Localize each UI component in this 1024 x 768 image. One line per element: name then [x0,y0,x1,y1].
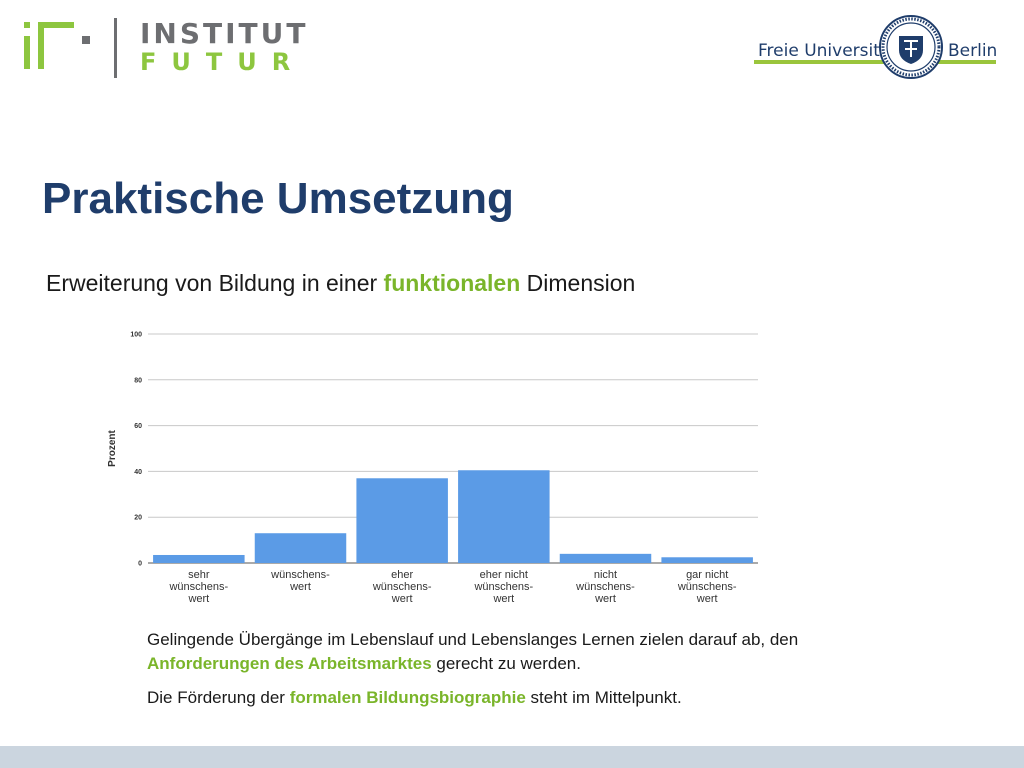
bar [458,470,550,563]
logo-divider [114,18,117,78]
paragraph-1-pre: Gelingende Übergänge im Lebenslauf und L… [147,630,799,649]
x-tick-label: eher nicht wünschens-wert [473,569,533,605]
x-tick-label: gar nicht wünschens-wert [677,569,737,605]
logo-line1: INSTITUT [140,17,309,50]
paragraph-2-highlight: formalen Bildungsbiographie [289,688,526,707]
y-tick-label: 40 [134,469,142,476]
bar-chart: 0 20 40 60 80 100 Prozent sehr wünschens-wert wün… [107,332,758,605]
slide-title: Praktische Umsetzung [42,174,514,223]
y-tick-label: 60 [134,423,142,430]
paragraph-1-post: gerecht zu werden. [431,654,581,673]
institut-futur-logo: INSTITUT FUTUR [140,17,309,76]
bar [254,533,347,563]
bar [661,557,753,563]
fu-seal-icon [879,15,943,79]
bar [559,553,652,563]
fu-underline [754,60,996,64]
slide-subtitle: Erweiterung von Bildung in einer funktio… [46,270,635,297]
logo-line2: FUTUR [140,48,306,76]
y-tick-label: 80 [134,377,142,384]
bar [356,478,448,563]
y-tick-label: 20 [134,515,142,522]
bar [153,554,245,563]
footer-bar [0,746,1024,768]
x-tick-label: eher wünschens-wert [372,569,432,605]
subtitle-text-pre: Erweiterung von Bildung in einer [46,270,384,296]
x-tick-label: wünschens-wert [270,569,330,593]
y-tick-label: 0 [138,561,142,568]
fu-name-right: Berlin [948,41,998,61]
subtitle-text-post: Dimension [520,270,636,296]
paragraph-2: Die Förderung der formalen Bildungsbiogr… [147,686,857,710]
fu-name-left: Freie Universität [758,41,897,61]
x-tick-label: nicht wünschens-wert [575,569,635,605]
subtitle-highlight: funktionalen [383,270,521,296]
institut-futur-logo-mark [24,22,90,72]
paragraph-2-pre: Die Förderung der [147,688,290,707]
fu-berlin-logo: Freie Universität Berlin [754,14,998,80]
paragraph-1-highlight: Anforderungen des Arbeitsmarktes [147,654,432,673]
y-axis-label: Prozent [107,429,118,466]
y-tick-label: 100 [130,332,142,339]
paragraph-1: Gelingende Übergänge im Lebenslauf und L… [147,628,857,676]
paragraph-2-post: steht im Mittelpunkt. [525,688,682,707]
x-tick-label: sehr wünschens-wert [168,569,228,605]
